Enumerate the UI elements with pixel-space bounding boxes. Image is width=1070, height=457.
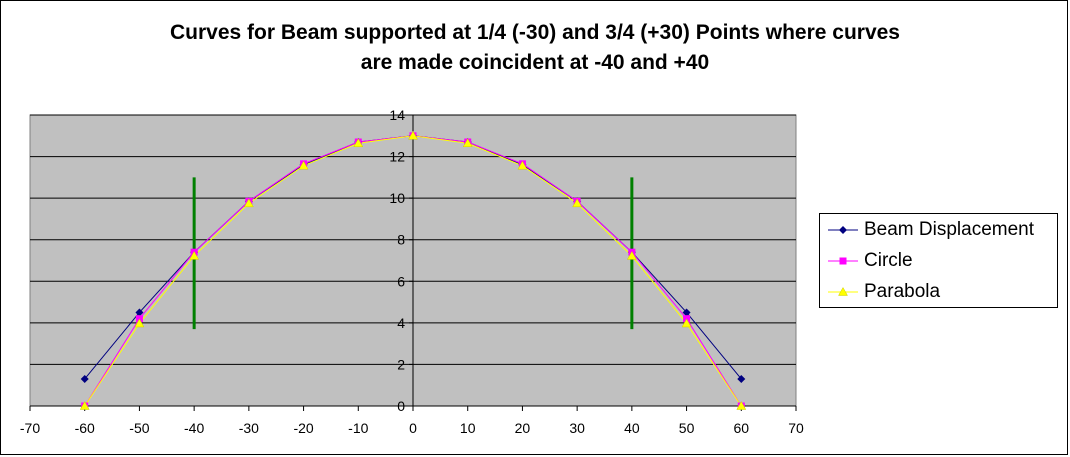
series-0-point <box>737 374 746 383</box>
series-2-point <box>572 198 583 208</box>
x-tick-label: -20 <box>293 420 313 436</box>
legend-item: Parabola <box>826 281 940 303</box>
legend-swatch-marker <box>839 226 847 234</box>
series-0-point <box>682 308 691 317</box>
x-tick-label: 40 <box>624 420 640 436</box>
x-tick-label: -50 <box>129 420 149 436</box>
x-tick-label: -40 <box>184 420 204 436</box>
y-tick-label: 0 <box>397 398 405 414</box>
legend-item: Circle <box>826 250 913 272</box>
series-2-point <box>462 138 473 148</box>
series-2-point <box>626 250 637 260</box>
y-tick-label: 2 <box>397 356 405 372</box>
y-tick-label: 4 <box>397 315 405 331</box>
series-0-point <box>80 374 89 383</box>
legend-swatch <box>828 257 858 265</box>
x-tick-label: -30 <box>239 420 259 436</box>
x-tick-label: 70 <box>788 420 804 436</box>
series-2-point <box>189 250 200 260</box>
legend-swatch-marker <box>839 257 847 265</box>
series-2-point <box>736 400 747 410</box>
series-2-point <box>243 198 254 208</box>
x-tick-label: 0 <box>409 420 417 436</box>
chart-title: Curves for Beam supported at 1/4 (-30) a… <box>0 18 1070 78</box>
legend-swatch <box>828 286 858 296</box>
y-tick-label: 10 <box>389 190 405 206</box>
y-tick-label: 8 <box>397 232 405 248</box>
y-tick-label: 14 <box>389 107 405 123</box>
series-2-point <box>134 318 145 328</box>
legend-swatch-marker <box>838 286 848 296</box>
x-tick-label: -70 <box>20 420 40 436</box>
chart-title-line-2: are made coincident at -40 and +40 <box>360 51 710 74</box>
chart-legend: Beam Displacement Circle Parabola <box>819 213 1058 308</box>
series-2-point <box>681 318 692 328</box>
x-tick-label: 60 <box>733 420 749 436</box>
x-tick-label: 10 <box>460 420 476 436</box>
legend-label: Circle <box>864 250 913 271</box>
series-2-point <box>408 130 418 140</box>
y-tick-label: 12 <box>389 149 405 165</box>
x-tick-label: -10 <box>348 420 368 436</box>
legend-label: Beam Displacement <box>864 219 1035 240</box>
chart-title-line-1: Curves for Beam supported at 1/4 (-30) a… <box>170 21 900 44</box>
legend-item: Beam Displacement <box>826 219 1034 241</box>
series-0-point <box>135 308 144 317</box>
x-tick-label: -60 <box>75 420 95 436</box>
legend-swatch <box>828 226 858 234</box>
y-tick-label: 6 <box>397 273 405 289</box>
x-tick-label: 20 <box>515 420 531 436</box>
series-2-point <box>79 400 90 410</box>
series-2-point <box>298 160 309 170</box>
series-2-point <box>517 160 528 170</box>
series-2-point <box>353 138 364 148</box>
x-tick-label: 30 <box>569 420 585 436</box>
x-tick-label: 50 <box>679 420 695 436</box>
legend-label: Parabola <box>864 281 941 302</box>
